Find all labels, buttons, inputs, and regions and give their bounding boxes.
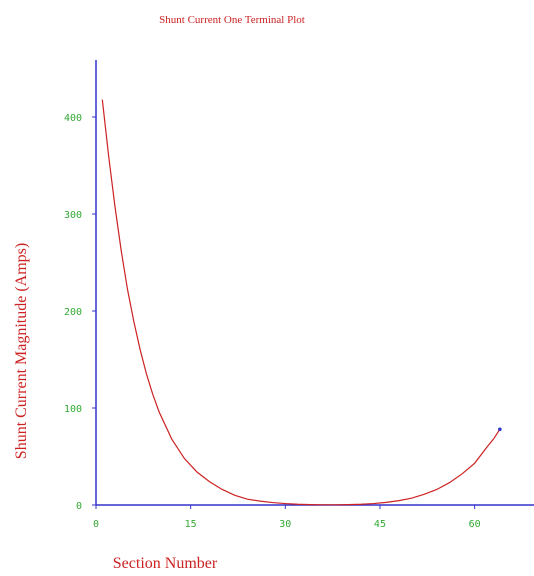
x-axis-label: Section Number [113,555,218,572]
series-line [101,99,501,506]
y-tick-label: 200 [64,307,82,318]
axes [95,60,534,506]
y-tick-label: 100 [64,404,82,415]
y-tick-label: 300 [64,210,82,221]
y-tick-label: 400 [64,113,82,124]
y-axis-label: Shunt Current Magnitude (Amps) [13,243,30,459]
x-tick-label: 15 [185,519,197,530]
x-tick-label: 45 [374,519,386,530]
x-tick-label: 0 [93,519,99,530]
y-tick-label: 0 [76,501,82,512]
x-ticks: 0 15 30 45 60 [93,505,481,530]
x-tick-label: 30 [279,519,291,530]
y-ticks: 0 100 200 300 400 [64,113,96,512]
x-tick-label: 60 [469,519,481,530]
series-end-marker [498,427,502,432]
chart-title: Shunt Current One Terminal Plot [159,14,305,26]
